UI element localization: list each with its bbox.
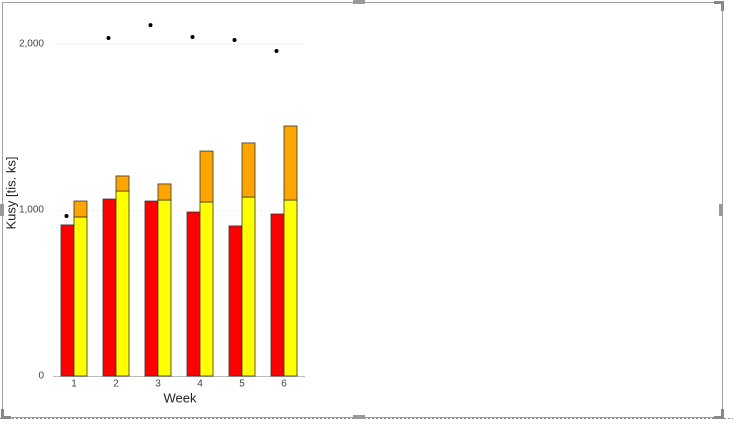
bar [199,201,214,377]
bar [157,199,172,377]
bar [270,213,285,377]
bar [199,150,214,203]
x-axis-title: Week [164,390,197,405]
bar [283,199,298,377]
point [274,48,279,53]
point [106,36,111,41]
y-axis-title: Kusy [tis. ks] [3,157,18,230]
point [64,213,69,218]
point [148,23,153,28]
x-tick-label: 4 [197,379,203,390]
x-tick-label: 5 [239,379,245,390]
bar [283,125,298,201]
bar [157,183,172,201]
resize-corner[interactable] [1,409,12,419]
bar [73,216,88,377]
bar [73,200,88,218]
bar [102,198,117,377]
bar [60,224,75,377]
resize-corner[interactable] [714,409,724,419]
y-tick-label: 2,000 [19,39,44,50]
x-tick-label: 2 [113,379,119,390]
bar [241,142,256,198]
point [190,35,195,40]
bar [228,225,243,377]
y-tick-label: 0 [38,371,44,382]
bar [144,200,159,377]
bar [186,211,201,377]
resize-handle[interactable] [353,0,365,4]
x-tick-label: 1 [71,379,77,390]
resize-handle[interactable] [719,204,723,216]
point [232,38,237,43]
resize-corner[interactable] [714,1,724,12]
bar [115,190,130,377]
resize-handle[interactable] [0,204,4,216]
bar [115,175,130,192]
y-tick-label: 1,000 [19,205,44,216]
resize-handle[interactable] [353,415,365,419]
x-tick-label: 3 [155,379,161,390]
x-tick-label: 6 [281,379,287,390]
bar [241,196,256,377]
